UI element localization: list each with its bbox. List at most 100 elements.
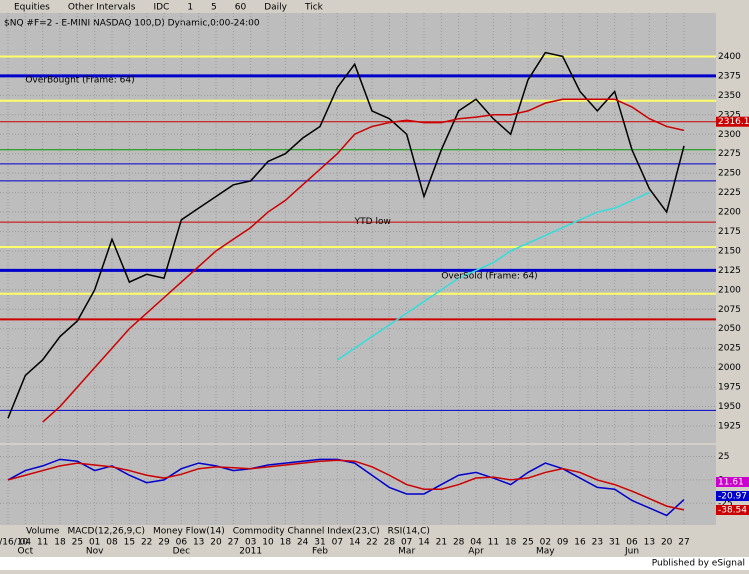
toolbar-button[interactable]: IDC [153, 3, 169, 13]
macd-tag [716, 491, 749, 501]
x-tick-label: 04 [470, 538, 482, 548]
x-tick-label: 11 [37, 538, 48, 548]
x-tick-label: 27 [228, 538, 239, 548]
x-tick-label: 27 [678, 538, 689, 548]
series-line [336, 191, 650, 361]
x-tick-label: 13 [644, 538, 655, 548]
x-tick-label: 13 [193, 538, 204, 548]
x-tick-label: 04 [20, 538, 32, 548]
month-label: 2011 [239, 547, 262, 557]
month-label: Oct [18, 547, 34, 557]
indicator-tab[interactable]: Money Flow(14) [153, 527, 225, 537]
annotation: OverBought (Frame: 64) [25, 75, 134, 85]
x-tick-label: 23 [592, 538, 603, 548]
y-tick-label: 2375 [718, 71, 741, 81]
macd-tag [716, 477, 749, 487]
indicator-tab[interactable]: Commodity Channel Index(23,C) [233, 527, 380, 537]
macd-tick-label: 25 [718, 452, 729, 462]
toolbar [0, 0, 749, 13]
chart-title: $NQ #F=2 - E-MINI NASDAQ 100,D) Dynamic,… [4, 19, 260, 29]
y-tick-label: 2150 [718, 246, 741, 256]
footer-bar [0, 557, 749, 570]
macd-panel [0, 445, 716, 525]
x-tick-label: 02 [540, 538, 551, 548]
series-line [7, 51, 685, 419]
macd-tag [716, 505, 749, 515]
x-tick-label: 14 [418, 538, 430, 548]
toolbar-button[interactable]: Other Intervals [68, 3, 136, 13]
price-tag-label: 2316.12 [718, 117, 749, 127]
toolbar-button[interactable]: 5 [211, 3, 217, 13]
tab-bar [0, 525, 716, 537]
toolbar-button[interactable]: Equities [14, 3, 50, 13]
month-label: Apr [468, 547, 484, 557]
price-tag [716, 116, 749, 127]
x-tick-label: 01 [89, 538, 100, 548]
price-panel [0, 13, 716, 443]
x-tick-label: 28 [453, 538, 465, 548]
x-tick-label: 25 [522, 538, 533, 548]
x-tick-label: 09 [557, 538, 569, 548]
date-axis [0, 537, 749, 557]
indicator-tab[interactable]: RSI(14,C) [388, 527, 430, 537]
y-tick-label: 2075 [718, 305, 741, 315]
y-tick-label: 2350 [718, 91, 741, 101]
y-tick-label: 2000 [718, 363, 741, 373]
y-tick-label: 2175 [718, 227, 741, 237]
macd-tag-label: -38.54 [718, 506, 747, 516]
month-label: May [536, 547, 555, 557]
y-tick-label: 2225 [718, 188, 741, 198]
x-tick-label: 08 [106, 538, 118, 548]
month-label: Nov [86, 547, 104, 557]
x-tick-label: 03 [245, 538, 256, 548]
y-tick-label: 2025 [718, 344, 741, 354]
x-tick-label: 20 [210, 538, 222, 548]
x-tick-label: 18 [505, 538, 517, 548]
indicator-tab[interactable]: Volume [26, 527, 60, 537]
x-tick-label: 31 [609, 538, 620, 548]
y-tick-label: 2250 [718, 169, 741, 179]
x-tick-label: 21 [436, 538, 447, 548]
x-tick-label: 07 [401, 538, 412, 548]
x-tick-label: 16 [574, 538, 586, 548]
x-tick-label: 07 [332, 538, 343, 548]
x-tick-label: 06 [626, 538, 638, 548]
series-line [42, 98, 685, 423]
y-tick-label: 2200 [718, 208, 741, 218]
x-tick-label: 29 [158, 538, 170, 548]
y-tick-label: 2100 [718, 285, 741, 295]
y-tick-label: 2275 [718, 149, 741, 159]
toolbar-button[interactable]: 60 [235, 3, 247, 13]
y-tick-label: 2125 [718, 266, 741, 276]
indicator-tab[interactable]: MACD(12,26,9,C) [67, 527, 145, 537]
macd-tag-label: -20.97 [718, 492, 747, 502]
x-tick-label: 25 [72, 538, 83, 548]
month-label: Feb [312, 547, 328, 557]
x-tick-label: 22 [366, 538, 377, 548]
month-label: Jun [624, 547, 639, 557]
toolbar-button[interactable]: Tick [304, 3, 324, 13]
x-tick-label: 24 [297, 538, 309, 548]
x-tick-label: 28 [384, 538, 396, 548]
x-tick-label: 18 [54, 538, 66, 548]
x-tick-label: 22 [141, 538, 152, 548]
annotation: YTD low [354, 217, 391, 227]
y-tick-label: 1925 [718, 421, 741, 431]
y-tick-label: 2325 [718, 110, 741, 120]
series-line [7, 459, 685, 511]
macd-tick-label: -25 [718, 499, 733, 509]
y-tick-label: 1975 [718, 383, 741, 393]
x-tick-label: 20 [661, 538, 673, 548]
toolbar-button[interactable]: Daily [264, 3, 287, 13]
toolbar-button[interactable]: 1 [187, 3, 193, 13]
x-tick-label: 31 [314, 538, 325, 548]
x-tick-label: 06 [176, 538, 188, 548]
x-tick-label: 18 [280, 538, 292, 548]
y-tick-label: 2400 [718, 52, 741, 62]
annotation: OverSold (Frame: 64) [441, 271, 537, 281]
y-tick-label: 1950 [718, 402, 741, 412]
x-tick-label: 11 [488, 538, 499, 548]
footer: Published by eSignal [652, 559, 745, 569]
value-axis [716, 13, 749, 538]
